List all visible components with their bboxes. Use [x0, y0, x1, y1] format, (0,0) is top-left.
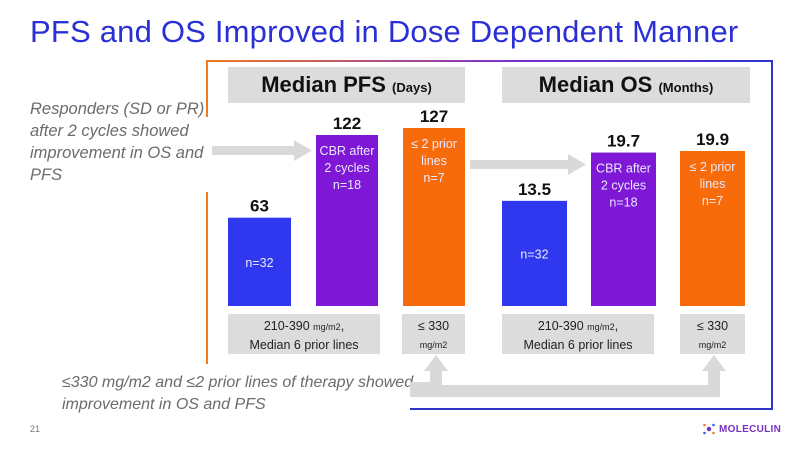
pfs-bar-1-text-1: n=32 [245, 256, 273, 270]
frame-bottom-border [410, 408, 773, 410]
os-dose-range-value: 210-390 [537, 319, 588, 333]
os-value-label-2: 19.7 [607, 132, 640, 151]
pfs-dose-range-unit: mg/m2 [313, 322, 341, 332]
os-bar-3-text-3: n=7 [702, 194, 723, 208]
pfs-header-title: Median PFS [261, 72, 386, 97]
os-dose-range-label: 210-390 mg/m2, Median 6 prior lines [502, 314, 654, 354]
os-value-label-3: 19.9 [696, 130, 729, 149]
os-bar-3-text-2: lines [700, 177, 726, 191]
pfs-value-label-2: 122 [333, 114, 361, 133]
pfs-prior-lines-label: Median 6 prior lines [249, 338, 359, 352]
os-bar-2 [591, 152, 656, 306]
os-bar-2-text-1: CBR after [596, 162, 651, 176]
molecule-icon [703, 423, 715, 435]
pfs-bar-1 [228, 217, 291, 306]
os-bar-2-text-2: 2 cycles [601, 179, 646, 193]
os-bar-1 [502, 200, 567, 306]
os-bar-3 [680, 151, 745, 306]
os-bar-1-text-1: n=32 [520, 247, 548, 261]
responders-note: Responders (SD or PR) after 2 cycles sho… [30, 100, 205, 184]
pfs-bar-2-text-2: 2 cycles [324, 161, 369, 175]
pfs-bar-2 [316, 135, 378, 306]
pfs-bar-2-text-3: n=18 [333, 178, 361, 192]
os-low-dose-unit: mg/m2 [698, 340, 727, 350]
pfs-low-dose-label: ≤ 330 mg/m2 [402, 314, 465, 354]
pfs-dose-range-value: 210-390 [263, 319, 314, 333]
pfs-header: Median PFS (Days) [228, 67, 465, 103]
os-header: Median OS (Months) [502, 67, 750, 103]
frame-right-border [771, 60, 773, 410]
logo-text: MOLECULIN [719, 423, 782, 435]
os-low-dose-label: ≤ 330 mg/m2 [680, 314, 745, 354]
slide-number: 21 [30, 424, 41, 434]
os-value-label-1: 13.5 [518, 180, 551, 199]
pfs-bar-3-text-3: n=7 [423, 171, 444, 185]
os-bar-2-text-3: n=18 [609, 196, 637, 210]
arrow-icon-middle [470, 154, 586, 175]
os-bar-3-text-1: ≤ 2 prior [690, 160, 736, 174]
os-low-dose-value: ≤ 330 [696, 319, 729, 333]
frame-left-border-top [206, 60, 208, 117]
slide-title: PFS and OS Improved in Dose Dependent Ma… [30, 14, 739, 49]
pfs-bar-3-text-2: lines [421, 154, 447, 168]
pfs-value-label-3: 127 [420, 107, 448, 126]
arrow-icon-bottom [410, 355, 726, 397]
os-header-unit: (Months) [658, 80, 714, 95]
dose-note: ≤330 mg/m2 and ≤2 prior lines of therapy… [62, 374, 414, 413]
pfs-dose-range-comma: , [340, 319, 345, 333]
pfs-header-unit: (Days) [392, 80, 432, 95]
os-dose-range-comma: , [614, 319, 619, 333]
os-dose-range-unit: mg/m2 [587, 322, 615, 332]
os-prior-lines-label: Median 6 prior lines [523, 338, 633, 352]
os-header-title: Median OS [538, 72, 653, 97]
pfs-dose-range-label: 210-390 mg/m2, Median 6 prior lines [228, 314, 380, 354]
company-logo: MOLECULIN [702, 422, 781, 436]
arrow-icon-side [212, 140, 312, 161]
frame-left-border-bottom [206, 192, 208, 364]
pfs-bar-3 [403, 128, 465, 306]
pfs-value-label-1: 63 [250, 197, 269, 216]
pfs-low-dose-value: ≤ 330 [417, 319, 450, 333]
frame-top-border [206, 60, 773, 62]
pfs-bar-2-text-1: CBR after [320, 144, 375, 158]
pfs-bar-3-text-1: ≤ 2 prior [411, 137, 457, 151]
pfs-low-dose-unit: mg/m2 [419, 340, 448, 350]
